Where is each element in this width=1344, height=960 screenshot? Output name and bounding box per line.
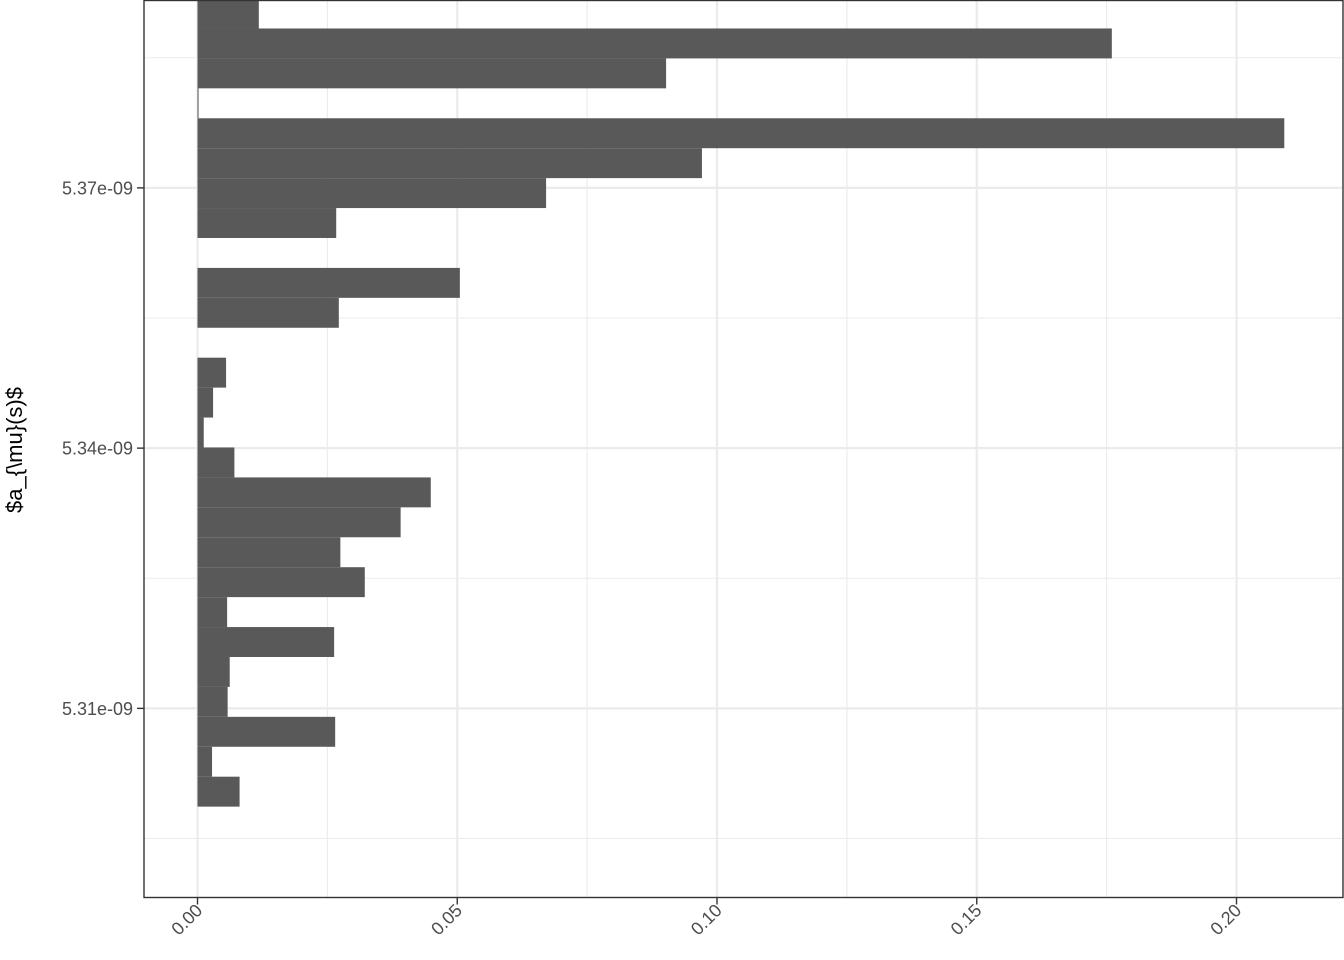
histogram-bar — [197, 597, 228, 628]
histogram-bar — [197, 0, 259, 29]
histogram-bar — [197, 357, 227, 388]
histogram-bar — [197, 656, 230, 687]
y-tick-label: 5.34e-09 — [62, 439, 133, 459]
histogram-bar — [197, 88, 199, 119]
histogram-bar — [197, 58, 667, 89]
histogram-bar — [197, 387, 214, 418]
histogram-bar — [197, 447, 235, 478]
histogram-bar — [197, 716, 336, 747]
histogram-bars — [197, 0, 1285, 807]
histogram-bar — [197, 178, 547, 209]
histogram-bar — [197, 567, 365, 598]
y-axis-title: $a_{\mu}(s)$ — [2, 387, 27, 513]
histogram-bar — [197, 776, 240, 807]
histogram-bar — [197, 746, 213, 777]
y-tick-label: 5.37e-09 — [62, 178, 133, 198]
histogram-bar — [197, 208, 337, 238]
axis-ticks — [137, 187, 1238, 905]
histogram-bar — [197, 686, 228, 717]
histogram-bar — [197, 148, 702, 179]
histogram-bar — [197, 28, 1112, 59]
histogram-bar — [197, 477, 431, 508]
histogram-bar — [197, 417, 204, 448]
histogram-bar — [197, 507, 401, 538]
histogram-bar — [197, 627, 335, 657]
histogram-bar — [197, 537, 341, 568]
histogram-bar — [197, 297, 339, 328]
histogram-bar — [197, 118, 1285, 149]
y-tick-label: 5.31e-09 — [62, 699, 133, 719]
histogram-bar — [197, 267, 460, 298]
panel-border — [143, 0, 1344, 899]
